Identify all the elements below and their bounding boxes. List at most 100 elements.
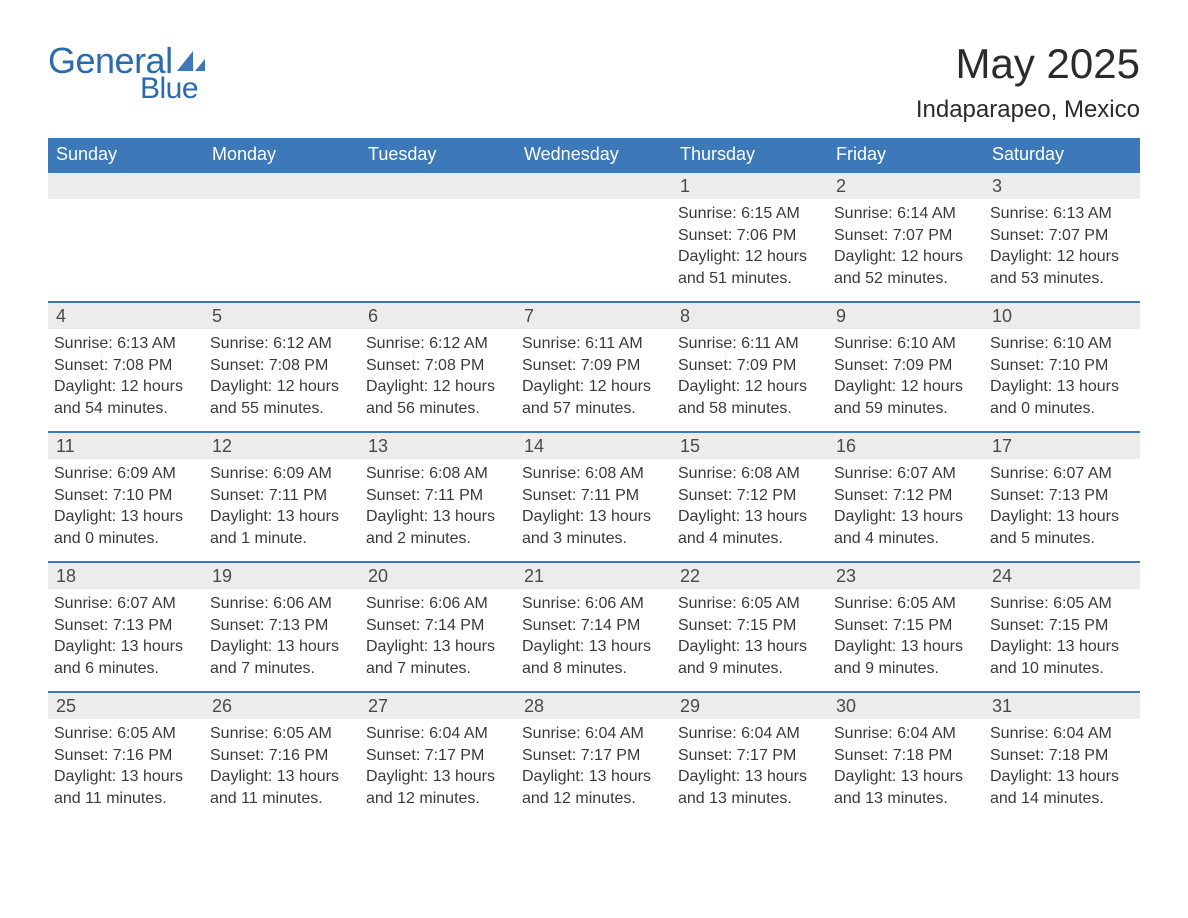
day-body: Sunrise: 6:08 AMSunset: 7:12 PMDaylight:… bbox=[672, 459, 828, 559]
daylight-text: Daylight: 12 hours and 51 minutes. bbox=[678, 246, 822, 289]
day-number: 12 bbox=[204, 433, 360, 459]
day-body: Sunrise: 6:07 AMSunset: 7:13 PMDaylight:… bbox=[984, 459, 1140, 559]
day-body: Sunrise: 6:05 AMSunset: 7:15 PMDaylight:… bbox=[828, 589, 984, 689]
day-number: 8 bbox=[672, 303, 828, 329]
day-cell: 12Sunrise: 6:09 AMSunset: 7:11 PMDayligh… bbox=[204, 433, 360, 561]
sunrise-text: Sunrise: 6:04 AM bbox=[522, 723, 666, 745]
sunset-text: Sunset: 7:18 PM bbox=[834, 745, 978, 767]
day-cell: 26Sunrise: 6:05 AMSunset: 7:16 PMDayligh… bbox=[204, 693, 360, 821]
day-cell: 13Sunrise: 6:08 AMSunset: 7:11 PMDayligh… bbox=[360, 433, 516, 561]
sunrise-text: Sunrise: 6:09 AM bbox=[210, 463, 354, 485]
sunrise-text: Sunrise: 6:11 AM bbox=[678, 333, 822, 355]
day-body: Sunrise: 6:05 AMSunset: 7:15 PMDaylight:… bbox=[984, 589, 1140, 689]
day-number: 6 bbox=[360, 303, 516, 329]
sunset-text: Sunset: 7:15 PM bbox=[834, 615, 978, 637]
logo: General Blue bbox=[48, 40, 205, 106]
day-cell: 2Sunrise: 6:14 AMSunset: 7:07 PMDaylight… bbox=[828, 173, 984, 301]
sunrise-text: Sunrise: 6:10 AM bbox=[990, 333, 1134, 355]
daylight-text: Daylight: 13 hours and 7 minutes. bbox=[210, 636, 354, 679]
daylight-text: Daylight: 13 hours and 11 minutes. bbox=[210, 766, 354, 809]
day-number: 31 bbox=[984, 693, 1140, 719]
daylight-text: Daylight: 13 hours and 0 minutes. bbox=[54, 506, 198, 549]
sunset-text: Sunset: 7:12 PM bbox=[834, 485, 978, 507]
day-number: 30 bbox=[828, 693, 984, 719]
day-cell bbox=[360, 173, 516, 301]
day-body: Sunrise: 6:06 AMSunset: 7:14 PMDaylight:… bbox=[516, 589, 672, 689]
week-row: 11Sunrise: 6:09 AMSunset: 7:10 PMDayligh… bbox=[48, 431, 1140, 561]
week-row: 18Sunrise: 6:07 AMSunset: 7:13 PMDayligh… bbox=[48, 561, 1140, 691]
daylight-text: Daylight: 13 hours and 0 minutes. bbox=[990, 376, 1134, 419]
day-cell: 18Sunrise: 6:07 AMSunset: 7:13 PMDayligh… bbox=[48, 563, 204, 691]
sunset-text: Sunset: 7:18 PM bbox=[990, 745, 1134, 767]
sunset-text: Sunset: 7:10 PM bbox=[990, 355, 1134, 377]
day-body: Sunrise: 6:09 AMSunset: 7:11 PMDaylight:… bbox=[204, 459, 360, 559]
day-cell: 23Sunrise: 6:05 AMSunset: 7:15 PMDayligh… bbox=[828, 563, 984, 691]
day-cell: 6Sunrise: 6:12 AMSunset: 7:08 PMDaylight… bbox=[360, 303, 516, 431]
sunset-text: Sunset: 7:08 PM bbox=[54, 355, 198, 377]
day-body: Sunrise: 6:07 AMSunset: 7:13 PMDaylight:… bbox=[48, 589, 204, 689]
sunrise-text: Sunrise: 6:05 AM bbox=[678, 593, 822, 615]
dow-sunday: Sunday bbox=[48, 138, 204, 171]
daylight-text: Daylight: 12 hours and 57 minutes. bbox=[522, 376, 666, 419]
day-cell: 20Sunrise: 6:06 AMSunset: 7:14 PMDayligh… bbox=[360, 563, 516, 691]
day-number: 9 bbox=[828, 303, 984, 329]
day-cell: 15Sunrise: 6:08 AMSunset: 7:12 PMDayligh… bbox=[672, 433, 828, 561]
sunset-text: Sunset: 7:06 PM bbox=[678, 225, 822, 247]
day-number: 22 bbox=[672, 563, 828, 589]
day-body: Sunrise: 6:12 AMSunset: 7:08 PMDaylight:… bbox=[204, 329, 360, 429]
day-number: 25 bbox=[48, 693, 204, 719]
day-body: Sunrise: 6:08 AMSunset: 7:11 PMDaylight:… bbox=[516, 459, 672, 559]
daylight-text: Daylight: 13 hours and 13 minutes. bbox=[834, 766, 978, 809]
logo-word-blue: Blue bbox=[140, 72, 198, 106]
daylight-text: Daylight: 12 hours and 59 minutes. bbox=[834, 376, 978, 419]
week-row: 1Sunrise: 6:15 AMSunset: 7:06 PMDaylight… bbox=[48, 171, 1140, 301]
sunset-text: Sunset: 7:12 PM bbox=[678, 485, 822, 507]
day-cell: 7Sunrise: 6:11 AMSunset: 7:09 PMDaylight… bbox=[516, 303, 672, 431]
day-body: Sunrise: 6:05 AMSunset: 7:16 PMDaylight:… bbox=[204, 719, 360, 819]
day-cell: 1Sunrise: 6:15 AMSunset: 7:06 PMDaylight… bbox=[672, 173, 828, 301]
day-cell: 30 Sunrise: 6:04 AMSunset: 7:18 PMDayligh… bbox=[828, 693, 984, 821]
sunset-text: Sunset: 7:16 PM bbox=[54, 745, 198, 767]
daylight-text: Daylight: 13 hours and 12 minutes. bbox=[522, 766, 666, 809]
dow-tuesday: Tuesday bbox=[360, 138, 516, 171]
sunset-text: Sunset: 7:16 PM bbox=[210, 745, 354, 767]
sunrise-text: Sunrise: 6:06 AM bbox=[210, 593, 354, 615]
daylight-text: Daylight: 12 hours and 53 minutes. bbox=[990, 246, 1134, 289]
sunrise-text: Sunrise: 6:09 AM bbox=[54, 463, 198, 485]
daylight-text: Daylight: 13 hours and 8 minutes. bbox=[522, 636, 666, 679]
sunset-text: Sunset: 7:17 PM bbox=[366, 745, 510, 767]
sunrise-text: Sunrise: 6:05 AM bbox=[210, 723, 354, 745]
sunset-text: Sunset: 7:07 PM bbox=[990, 225, 1134, 247]
day-number: 28 bbox=[516, 693, 672, 719]
daylight-text: Daylight: 13 hours and 2 minutes. bbox=[366, 506, 510, 549]
day-number: 7 bbox=[516, 303, 672, 329]
sunrise-text: Sunrise: 6:13 AM bbox=[54, 333, 198, 355]
daylight-text: Daylight: 13 hours and 5 minutes. bbox=[990, 506, 1134, 549]
day-number bbox=[516, 173, 672, 199]
day-number bbox=[360, 173, 516, 199]
sunrise-text: Sunrise: 6:05 AM bbox=[834, 593, 978, 615]
sunrise-text: Sunrise: 6:05 AM bbox=[54, 723, 198, 745]
day-body: Sunrise: 6:11 AMSunset: 7:09 PMDaylight:… bbox=[516, 329, 672, 429]
day-number: 21 bbox=[516, 563, 672, 589]
sunset-text: Sunset: 7:07 PM bbox=[834, 225, 978, 247]
day-cell: 19Sunrise: 6:06 AMSunset: 7:13 PMDayligh… bbox=[204, 563, 360, 691]
sunrise-text: Sunrise: 6:08 AM bbox=[366, 463, 510, 485]
dow-monday: Monday bbox=[204, 138, 360, 171]
day-number: 17 bbox=[984, 433, 1140, 459]
day-body: Sunrise: 6:10 AMSunset: 7:09 PMDaylight:… bbox=[828, 329, 984, 429]
day-cell: 11Sunrise: 6:09 AMSunset: 7:10 PMDayligh… bbox=[48, 433, 204, 561]
sunrise-text: Sunrise: 6:04 AM bbox=[834, 723, 978, 745]
daylight-text: Daylight: 13 hours and 4 minutes. bbox=[834, 506, 978, 549]
day-cell: 16Sunrise: 6:07 AMSunset: 7:12 PMDayligh… bbox=[828, 433, 984, 561]
day-cell bbox=[516, 173, 672, 301]
sunset-text: Sunset: 7:09 PM bbox=[834, 355, 978, 377]
title-block: May 2025 Indaparapeo, Mexico bbox=[916, 40, 1140, 124]
calendar: Sunday Monday Tuesday Wednesday Thursday… bbox=[48, 138, 1140, 821]
day-cell: 27Sunrise: 6:04 AMSunset: 7:17 PMDayligh… bbox=[360, 693, 516, 821]
daylight-text: Daylight: 12 hours and 52 minutes. bbox=[834, 246, 978, 289]
daylight-text: Daylight: 12 hours and 54 minutes. bbox=[54, 376, 198, 419]
sunset-text: Sunset: 7:10 PM bbox=[54, 485, 198, 507]
weeks-container: 1Sunrise: 6:15 AMSunset: 7:06 PMDaylight… bbox=[48, 171, 1140, 821]
day-number bbox=[204, 173, 360, 199]
